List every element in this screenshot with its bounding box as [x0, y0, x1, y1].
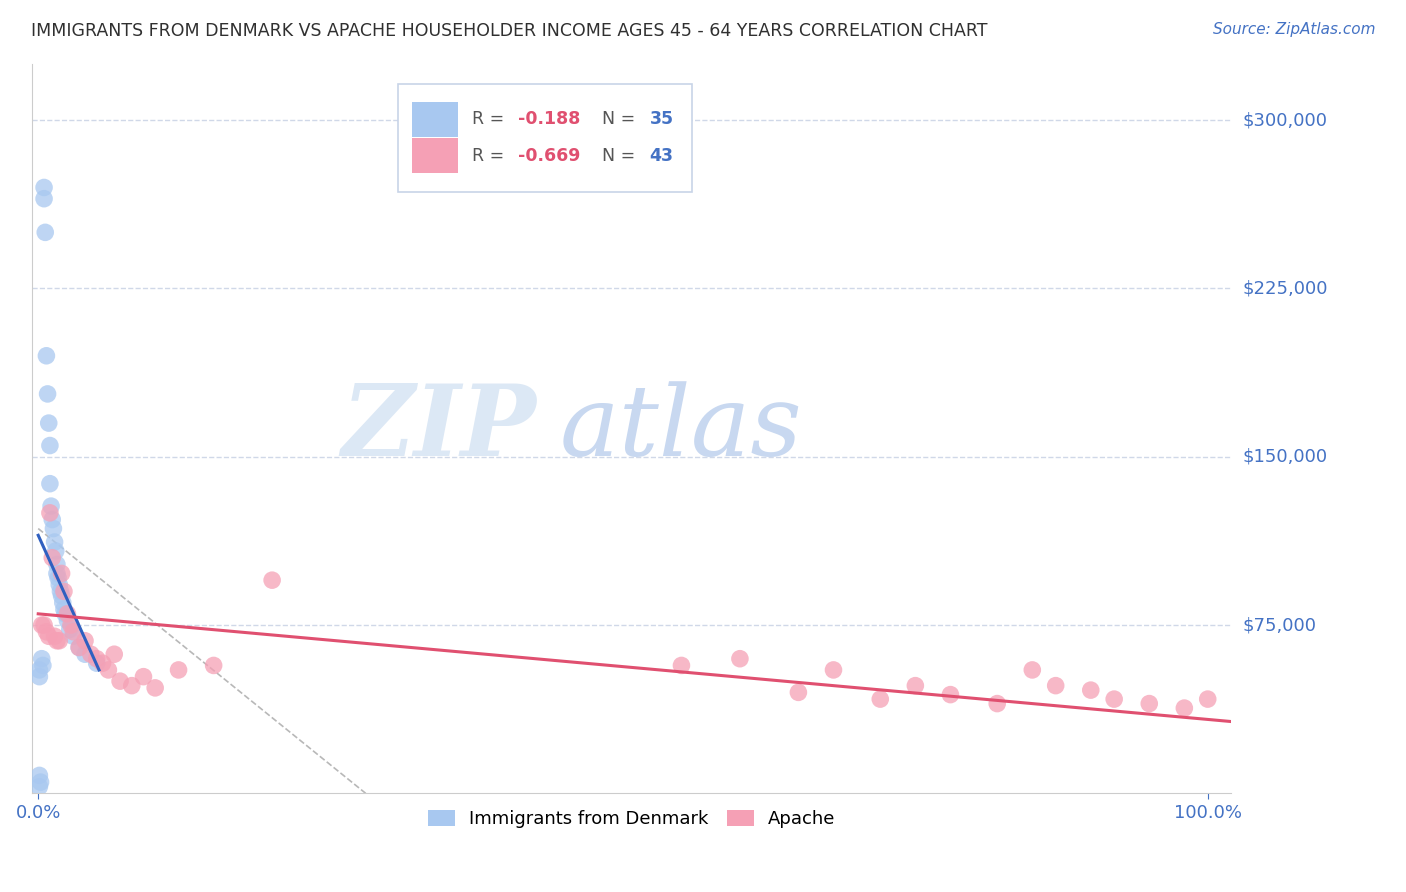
Text: Source: ZipAtlas.com: Source: ZipAtlas.com — [1212, 22, 1375, 37]
Point — [32, 180, 55, 194]
Point — [45, 566, 67, 581]
Point — [56, 614, 79, 628]
Point — [42, 522, 65, 536]
Point — [73, 633, 96, 648]
FancyBboxPatch shape — [412, 138, 458, 173]
Point — [35, 349, 58, 363]
Point — [143, 681, 166, 695]
Point — [167, 663, 190, 677]
Point — [52, 596, 75, 610]
Point — [35, 624, 58, 639]
Point — [202, 658, 225, 673]
Text: N =: N = — [602, 111, 641, 128]
Point — [46, 571, 69, 585]
Point — [1045, 679, 1067, 693]
Point — [86, 651, 108, 665]
Point — [62, 624, 84, 639]
Point — [52, 584, 75, 599]
Point — [28, 780, 51, 794]
Point — [56, 607, 79, 621]
Point — [31, 618, 53, 632]
Text: ZIP: ZIP — [340, 381, 536, 477]
Point — [34, 225, 56, 239]
Point — [1197, 692, 1219, 706]
Point — [38, 629, 60, 643]
Point — [39, 438, 62, 452]
FancyBboxPatch shape — [412, 102, 458, 137]
Point — [44, 535, 66, 549]
Text: $150,000: $150,000 — [1243, 448, 1327, 466]
Point — [97, 663, 120, 677]
Point — [1173, 701, 1195, 715]
Point — [44, 629, 66, 643]
Point — [32, 192, 55, 206]
Text: IMMIGRANTS FROM DENMARK VS APACHE HOUSEHOLDER INCOME AGES 45 - 64 YEARS CORRELAT: IMMIGRANTS FROM DENMARK VS APACHE HOUSEH… — [31, 22, 987, 40]
Point — [67, 640, 90, 655]
Point — [121, 679, 143, 693]
Point — [32, 618, 55, 632]
Point — [31, 651, 53, 665]
Point — [53, 607, 76, 621]
Point — [728, 651, 751, 665]
Point — [262, 573, 284, 587]
Text: atlas: atlas — [560, 381, 803, 476]
Point — [59, 623, 82, 637]
Point — [59, 618, 82, 632]
Point — [38, 416, 60, 430]
Text: $225,000: $225,000 — [1243, 279, 1327, 297]
Point — [48, 577, 70, 591]
Point — [108, 674, 131, 689]
Text: $300,000: $300,000 — [1243, 112, 1327, 129]
FancyBboxPatch shape — [398, 84, 692, 192]
Point — [939, 688, 962, 702]
Text: -0.669: -0.669 — [517, 147, 581, 165]
Point — [1102, 692, 1125, 706]
Point — [45, 558, 67, 572]
Text: N =: N = — [602, 147, 641, 165]
Point — [103, 647, 125, 661]
Point — [52, 602, 75, 616]
Point — [41, 550, 63, 565]
Point — [45, 544, 67, 558]
Point — [39, 476, 62, 491]
Point — [80, 647, 103, 661]
Point — [51, 566, 73, 581]
Point — [62, 629, 84, 643]
Point — [73, 647, 96, 661]
Point — [1021, 663, 1043, 677]
Point — [30, 775, 52, 789]
Point — [48, 633, 70, 648]
Point — [49, 584, 72, 599]
Text: -0.188: -0.188 — [517, 111, 581, 128]
Legend: Immigrants from Denmark, Apache: Immigrants from Denmark, Apache — [420, 803, 844, 836]
Point — [1080, 683, 1102, 698]
Point — [869, 692, 891, 706]
Text: R =: R = — [472, 111, 510, 128]
Point — [37, 387, 59, 401]
Point — [1137, 697, 1160, 711]
Point — [986, 697, 1008, 711]
Text: 43: 43 — [650, 147, 673, 165]
Text: $75,000: $75,000 — [1243, 616, 1316, 634]
Point — [39, 506, 62, 520]
Point — [787, 685, 810, 699]
Point — [671, 658, 693, 673]
Point — [132, 670, 155, 684]
Point — [91, 656, 114, 670]
Point — [67, 640, 90, 655]
Text: 35: 35 — [650, 111, 673, 128]
Point — [41, 512, 63, 526]
Point — [28, 768, 51, 782]
Point — [28, 670, 51, 684]
Point — [28, 663, 51, 677]
Point — [32, 658, 55, 673]
Point — [39, 499, 62, 513]
Point — [51, 589, 73, 603]
Text: R =: R = — [472, 147, 510, 165]
Point — [86, 656, 108, 670]
Point — [823, 663, 845, 677]
Point — [45, 633, 67, 648]
Point — [904, 679, 927, 693]
